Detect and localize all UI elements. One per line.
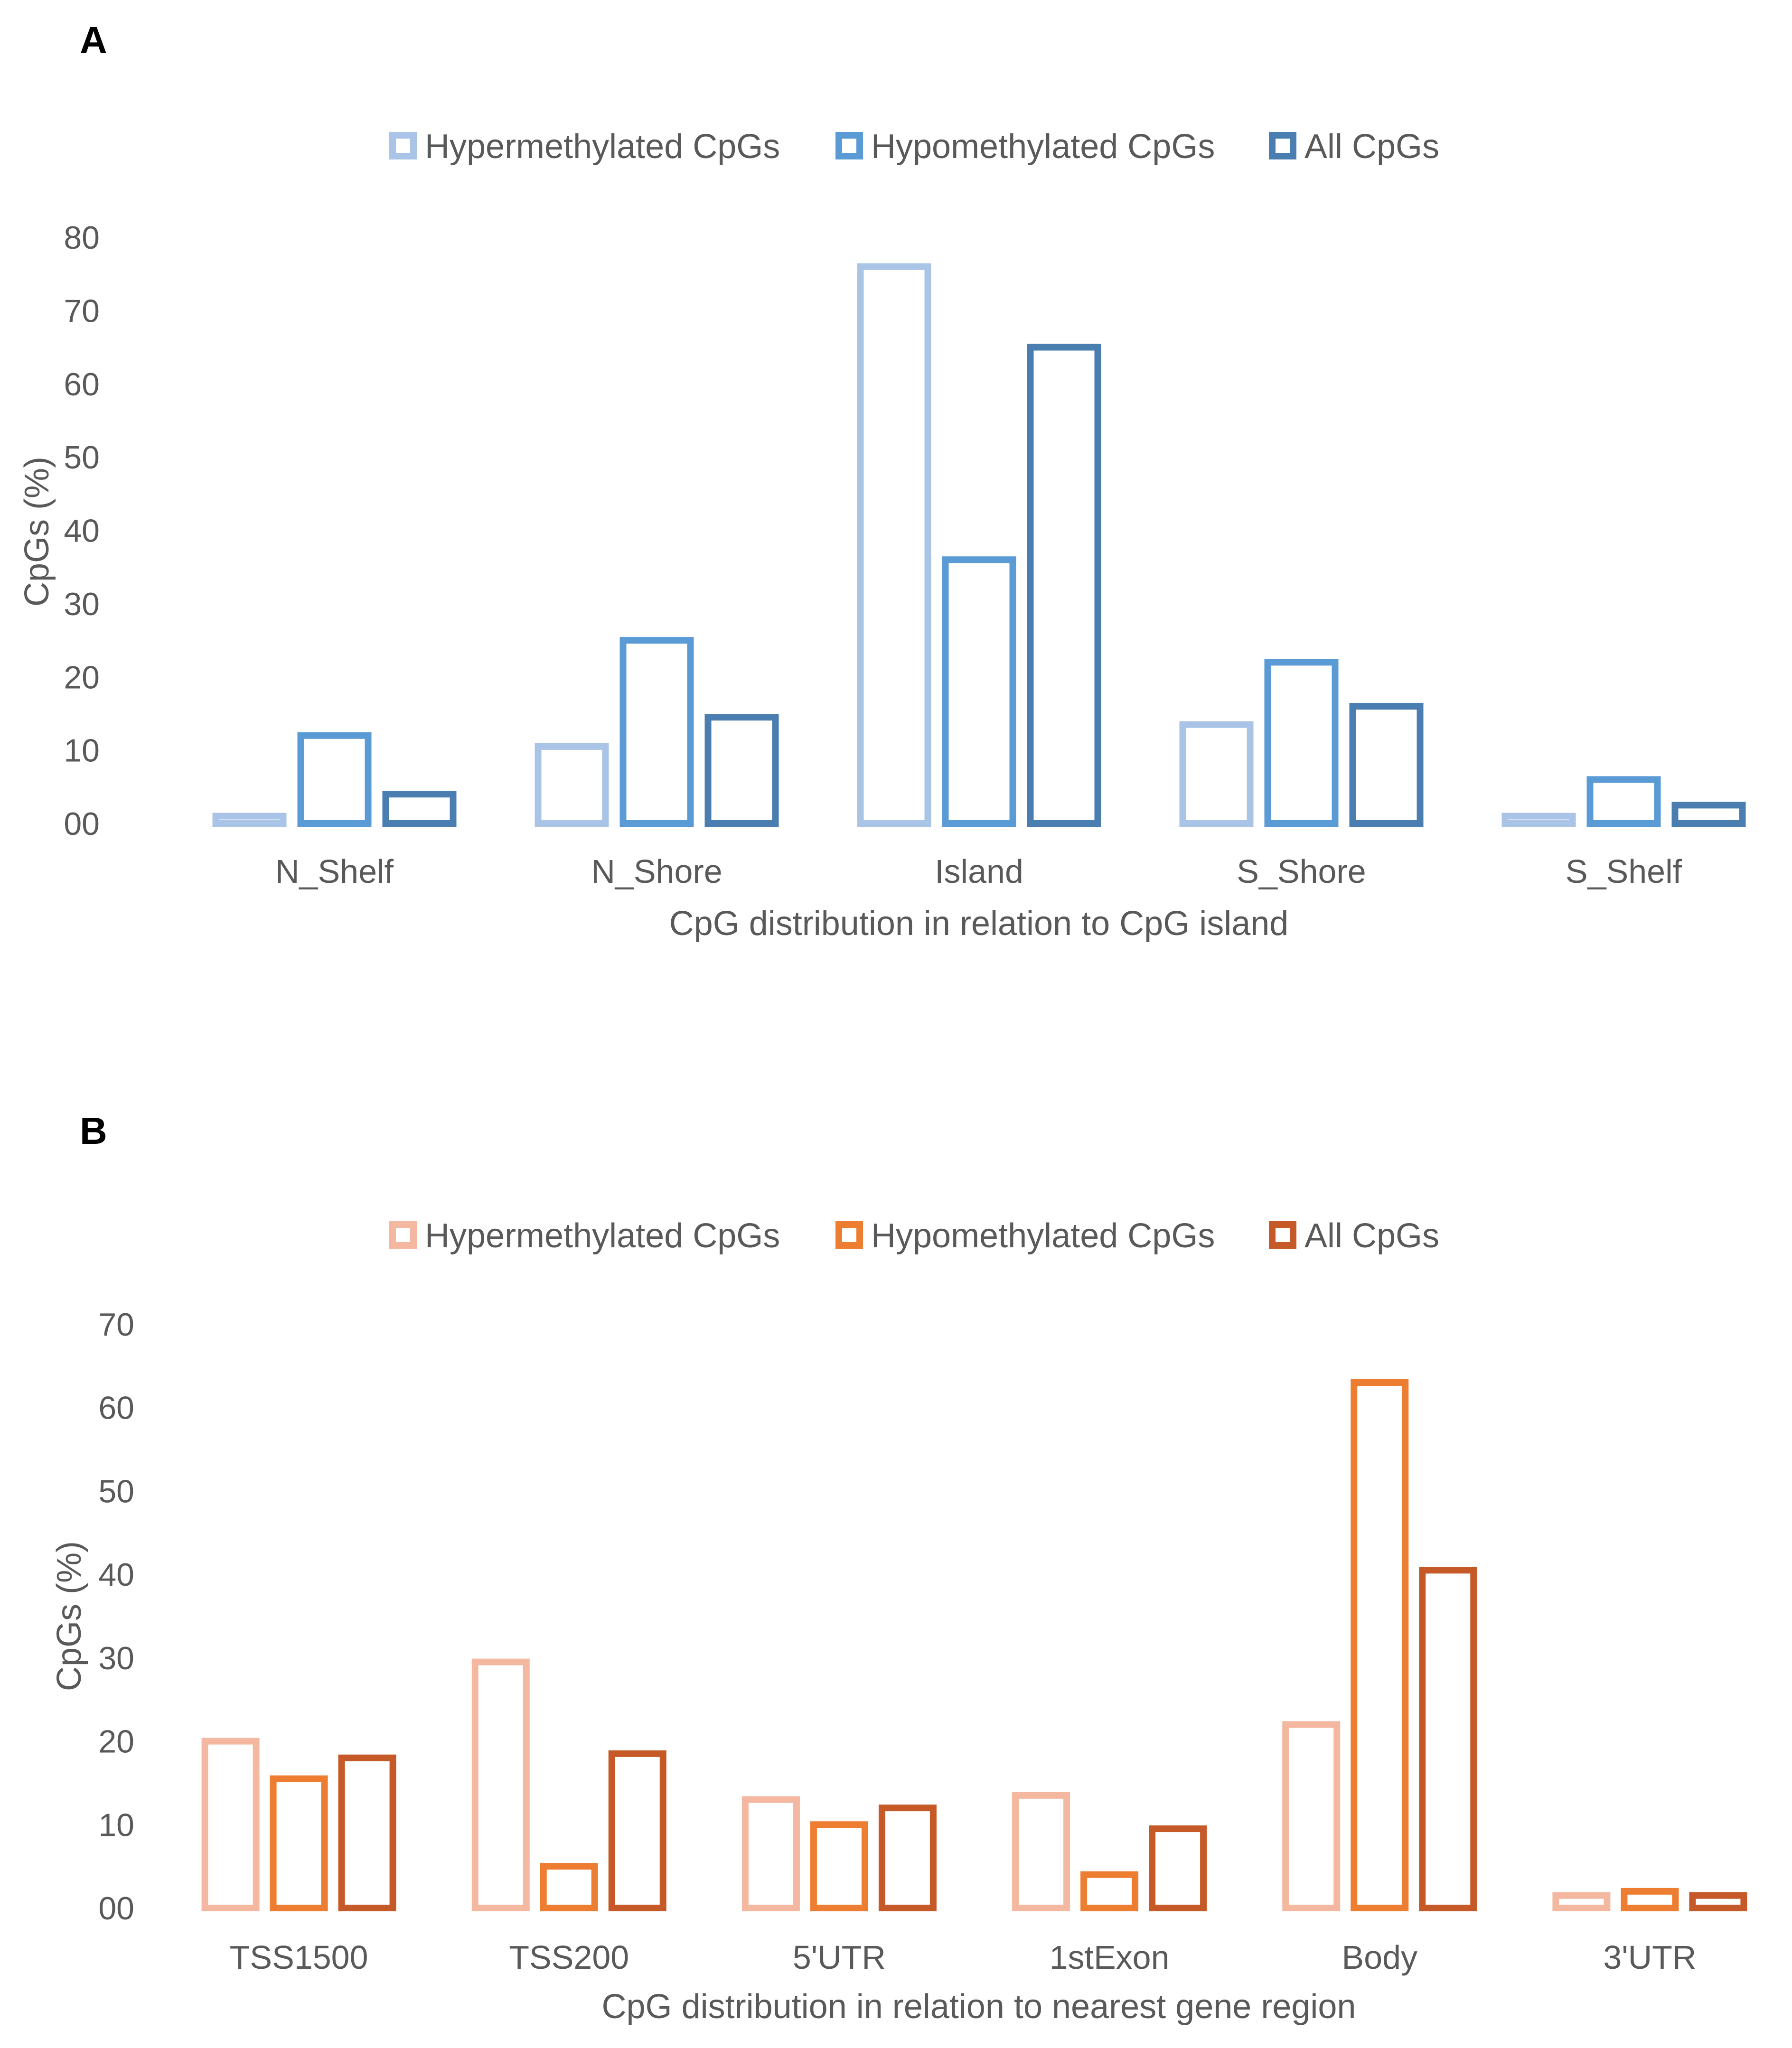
bar-hypermethylated-cpgs-n-shelf: [212, 813, 287, 827]
y-tick-label: 80: [64, 220, 100, 256]
legend-swatch-hypermethylated: [389, 132, 417, 159]
bar-hypermethylated-cpgs-s-shelf: [1501, 813, 1576, 827]
y-tick-label: 00: [98, 1890, 134, 1926]
panel-a-x-axis-title: CpG distribution in relation to CpG isla…: [669, 905, 1289, 943]
legend-item-hypomethylated: Hypomethylated CpGs: [835, 1217, 1215, 1255]
bar-hypermethylated-cpgs-n-shore: [535, 743, 609, 827]
bar-hypomethylated-cpgs-3-utr: [1621, 1888, 1679, 1912]
legend-item-all: All CpGs: [1269, 128, 1439, 166]
y-tick-label: 30: [98, 1640, 134, 1676]
legend-swatch-all: [1269, 1221, 1296, 1249]
legend-swatch-all: [1269, 132, 1296, 159]
bar-all-cpgs-body: [1419, 1567, 1477, 1912]
panel-b-label: B: [80, 1110, 107, 1152]
category-label: 1stExon: [1050, 1939, 1170, 1976]
category-label: 5'UTR: [793, 1939, 886, 1976]
panel-b-chart: B Hypermethylated CpGs Hypomethylated Cp…: [50, 1110, 1747, 2026]
legend-label-all: All CpGs: [1304, 1217, 1439, 1255]
bar-hypomethylated-cpgs-n-shore: [619, 637, 694, 827]
panel-b-legend: Hypermethylated CpGs Hypomethylated CpGs…: [389, 1217, 1439, 1255]
bar-all-cpgs-island: [1027, 344, 1101, 827]
y-tick-label: 50: [98, 1473, 134, 1509]
legend-item-hypermethylated: Hypermethylated CpGs: [389, 128, 780, 166]
category-label: S_Shelf: [1566, 853, 1682, 890]
bar-all-cpgs-1stexon: [1149, 1825, 1207, 1912]
bar-hypomethylated-cpgs-s-shelf: [1586, 776, 1661, 827]
category-label: N_Shelf: [275, 853, 394, 890]
legend-swatch-hypomethylated: [835, 132, 863, 159]
panel-a-y-axis-title: CpGs (%): [18, 457, 56, 607]
y-tick-label: 20: [98, 1724, 134, 1760]
bar-all-cpgs-3-utr: [1689, 1892, 1747, 1911]
category-label: S_Shore: [1237, 853, 1366, 890]
legend-label-hypomethylated: Hypomethylated CpGs: [871, 128, 1215, 166]
y-tick-label: 60: [64, 366, 100, 402]
y-tick-label: 70: [64, 293, 100, 329]
y-tick-label: 10: [98, 1807, 134, 1843]
bar-hypomethylated-cpgs-body: [1351, 1379, 1409, 1911]
category-label: 3'UTR: [1603, 1939, 1696, 1976]
bar-hypomethylated-cpgs-tss200: [540, 1863, 598, 1911]
bar-hypermethylated-cpgs-3-utr: [1552, 1892, 1611, 1911]
y-tick-label: 70: [98, 1307, 134, 1343]
bar-hypomethylated-cpgs-s-shore: [1264, 659, 1339, 827]
panel-b-category-labels: TSS1500 TSS200 5'UTR 1stExon Body 3'UTR: [230, 1939, 1697, 1976]
bar-all-cpgs-tss1500: [338, 1754, 396, 1912]
panel-a-label: A: [80, 19, 107, 61]
legend-label-hypermethylated: Hypermethylated CpGs: [425, 1217, 780, 1255]
bar-hypomethylated-cpgs-n-shelf: [297, 732, 372, 827]
panel-b-y-axis-title: CpGs (%): [50, 1541, 88, 1691]
category-label: TSS200: [509, 1939, 629, 1976]
y-tick-label: 40: [98, 1557, 134, 1593]
legend-item-hypomethylated: Hypomethylated CpGs: [835, 128, 1215, 166]
bar-all-cpgs-s-shore: [1349, 703, 1424, 827]
bar-all-cpgs-n-shore: [704, 714, 779, 827]
panel-a-chart: A Hypermethylated CpGs Hypomethylated Cp…: [18, 19, 1746, 943]
panel-a-y-ticks: 00 10 20 30 40 50 60 70 80: [64, 220, 100, 842]
bar-hypomethylated-cpgs-1stexon: [1080, 1871, 1139, 1912]
bar-hypermethylated-cpgs-tss200: [471, 1658, 530, 1911]
category-label: Body: [1342, 1939, 1417, 1976]
y-tick-label: 20: [64, 659, 100, 695]
bar-hypermethylated-cpgs-body: [1282, 1721, 1341, 1911]
bar-hypomethylated-cpgs-5-utr: [810, 1821, 868, 1911]
y-tick-label: 00: [64, 806, 100, 842]
y-tick-label: 10: [64, 733, 100, 769]
legend-label-hypomethylated: Hypomethylated CpGs: [871, 1217, 1215, 1255]
panel-b-bars: [201, 1379, 1747, 1912]
legend-item-all: All CpGs: [1269, 1217, 1439, 1255]
bar-hypermethylated-cpgs-5-utr: [741, 1796, 800, 1912]
legend-swatch-hypermethylated: [389, 1221, 417, 1249]
category-label: Island: [935, 853, 1023, 890]
panel-a-bars: [212, 263, 1746, 827]
legend-label-hypermethylated: Hypermethylated CpGs: [425, 128, 780, 166]
bar-hypomethylated-cpgs-island: [942, 556, 1016, 827]
legend-item-hypermethylated: Hypermethylated CpGs: [389, 1217, 780, 1255]
bar-all-cpgs-n-shelf: [382, 791, 457, 827]
y-tick-label: 60: [98, 1390, 134, 1426]
bar-hypermethylated-cpgs-s-shore: [1179, 721, 1254, 827]
y-tick-label: 30: [64, 586, 100, 622]
legend-swatch-hypomethylated: [835, 1221, 863, 1249]
bar-hypermethylated-cpgs-island: [857, 263, 931, 827]
bar-hypomethylated-cpgs-tss1500: [270, 1775, 328, 1911]
y-tick-label: 40: [64, 513, 100, 549]
y-tick-label: 50: [64, 440, 100, 476]
bar-all-cpgs-5-utr: [878, 1805, 937, 1911]
bar-all-cpgs-tss200: [608, 1750, 666, 1911]
panel-b-x-axis-title: CpG distribution in relation to nearest …: [602, 1988, 1356, 2026]
bar-hypermethylated-cpgs-tss1500: [201, 1738, 260, 1912]
bar-hypermethylated-cpgs-1stexon: [1012, 1792, 1070, 1911]
bar-all-cpgs-s-shelf: [1671, 802, 1746, 827]
panel-a-legend: Hypermethylated CpGs Hypomethylated CpGs…: [389, 128, 1439, 166]
panel-b-y-ticks: 00 10 20 30 40 50 60 70: [98, 1307, 134, 1926]
panel-a-category-labels: N_Shelf N_Shore Island S_Shore S_Shelf: [275, 853, 1682, 890]
legend-label-all: All CpGs: [1304, 128, 1439, 166]
category-label: N_Shore: [591, 853, 722, 890]
category-label: TSS1500: [230, 1939, 368, 1976]
